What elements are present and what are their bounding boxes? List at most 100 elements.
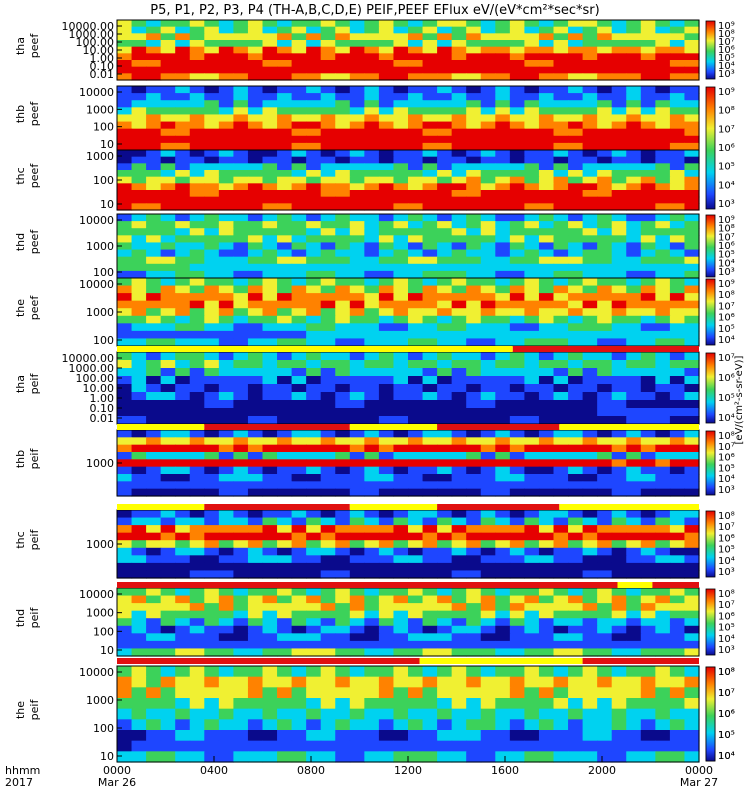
spectrogram-cell bbox=[640, 163, 656, 171]
spectrogram-cell bbox=[640, 466, 656, 475]
spectrogram-cell bbox=[684, 555, 700, 564]
spectrogram-cell bbox=[582, 360, 598, 369]
spectrogram-cell bbox=[524, 610, 540, 619]
spectrogram-cell bbox=[495, 315, 511, 324]
spectrogram-cell bbox=[466, 687, 482, 699]
spectrogram-cell bbox=[218, 610, 234, 619]
spectrogram-cell bbox=[611, 53, 627, 61]
spectrogram-cell bbox=[349, 196, 365, 204]
spectrogram-cell bbox=[131, 214, 147, 222]
spectrogram-cell bbox=[437, 40, 453, 48]
spectrogram-cell bbox=[509, 360, 525, 369]
spectrogram-cell bbox=[320, 610, 336, 619]
spectrogram-cell bbox=[553, 293, 569, 302]
spectrogram-cell bbox=[320, 603, 336, 612]
spectrogram-cell bbox=[669, 323, 686, 332]
spectrogram-cell bbox=[175, 190, 191, 198]
spectrogram-cell bbox=[408, 330, 424, 340]
spectrogram-cell bbox=[117, 263, 133, 272]
spectrogram-cell bbox=[480, 196, 496, 204]
spectrogram-cell bbox=[335, 100, 351, 108]
spectrogram-cell bbox=[393, 323, 409, 332]
spectrogram-cell bbox=[524, 293, 540, 302]
spectrogram-cell bbox=[495, 603, 511, 612]
spectrogram-cell bbox=[582, 293, 598, 302]
spectrogram-cell bbox=[466, 408, 482, 417]
spectrogram-cell bbox=[393, 242, 409, 251]
spectrogram-cell bbox=[117, 135, 133, 144]
spectrogram-cell bbox=[247, 570, 264, 579]
spectrogram-cell bbox=[509, 135, 525, 144]
spectrogram-cell bbox=[189, 150, 205, 158]
spectrogram-cell bbox=[437, 128, 453, 137]
spectrogram-cell bbox=[117, 384, 133, 393]
spectrogram-cell bbox=[233, 595, 249, 604]
colorbar-tick-label: 10⁷ bbox=[718, 124, 735, 135]
quality-flag-bar bbox=[117, 346, 513, 352]
spectrogram-cell bbox=[218, 488, 234, 497]
spectrogram-cell bbox=[117, 156, 133, 164]
spectrogram-cell bbox=[437, 698, 453, 710]
spectrogram-cell bbox=[189, 86, 205, 94]
spectrogram-cell bbox=[247, 640, 264, 650]
spectrogram-cell bbox=[189, 430, 205, 438]
spectrogram-cell bbox=[247, 698, 264, 710]
spectrogram-cell bbox=[509, 384, 525, 393]
spectrogram-cell bbox=[640, 53, 656, 61]
spectrogram-cell bbox=[509, 452, 525, 460]
spectrogram-cell bbox=[451, 408, 467, 417]
spectrogram-cell bbox=[422, 228, 438, 236]
colorbar bbox=[705, 666, 716, 762]
spectrogram-cell bbox=[611, 285, 627, 294]
spectrogram-cell bbox=[204, 437, 220, 446]
spectrogram-cell bbox=[684, 142, 700, 151]
spectrogram-cell bbox=[218, 588, 234, 597]
spectrogram-cell bbox=[408, 176, 424, 184]
spectrogram-cell bbox=[204, 603, 220, 612]
spectrogram-cell bbox=[480, 235, 496, 244]
spectrogram-cell bbox=[233, 242, 249, 251]
spectrogram-cell bbox=[597, 40, 613, 48]
spectrogram-cell bbox=[277, 687, 293, 699]
spectrogram-cell bbox=[247, 228, 264, 236]
spectrogram-cell bbox=[117, 235, 133, 244]
spectrogram-cell bbox=[437, 416, 453, 425]
spectrogram-cell bbox=[131, 66, 147, 74]
spectrogram-cell bbox=[466, 525, 482, 534]
spectrogram-cell bbox=[117, 93, 133, 101]
spectrogram-cell bbox=[393, 698, 409, 710]
spectrogram-cell bbox=[160, 300, 176, 309]
spectrogram-cell bbox=[335, 278, 351, 287]
spectrogram-cell bbox=[451, 562, 467, 572]
spectrogram-cell bbox=[393, 338, 409, 347]
spectrogram-cell bbox=[509, 408, 525, 417]
spectrogram-cell bbox=[480, 360, 496, 369]
spectrogram-cell bbox=[655, 20, 671, 28]
spectrogram-cell bbox=[626, 588, 642, 597]
spectrogram-cell bbox=[320, 308, 336, 317]
spectrogram-cell bbox=[582, 300, 598, 309]
spectrogram-cell bbox=[262, 235, 278, 244]
spectrogram-cell bbox=[378, 466, 395, 475]
spectrogram-cell bbox=[466, 135, 482, 144]
spectrogram-cell bbox=[480, 588, 496, 597]
spectrogram-cell bbox=[611, 708, 627, 720]
spectrogram-cell bbox=[495, 618, 511, 627]
spectrogram-cell bbox=[117, 285, 133, 294]
spectrogram-cell bbox=[233, 196, 249, 204]
spectrogram-cell bbox=[626, 183, 642, 191]
spectrogram-cell bbox=[553, 437, 569, 446]
spectrogram-cell bbox=[378, 228, 395, 236]
spectrogram-cell bbox=[378, 452, 395, 460]
spectrogram-cell bbox=[408, 228, 424, 236]
spectrogram-cell bbox=[408, 270, 424, 279]
spectrogram-cell bbox=[684, 437, 700, 446]
spectrogram-cell bbox=[538, 459, 555, 468]
spectrogram-cell bbox=[597, 740, 613, 752]
spectrogram-cell bbox=[204, 408, 220, 417]
spectrogram-cell bbox=[320, 625, 336, 634]
spectrogram-cell bbox=[553, 73, 569, 81]
spectrogram-cell bbox=[291, 308, 307, 317]
spectrogram-cell bbox=[277, 285, 293, 294]
spectrogram-cell bbox=[597, 459, 613, 468]
